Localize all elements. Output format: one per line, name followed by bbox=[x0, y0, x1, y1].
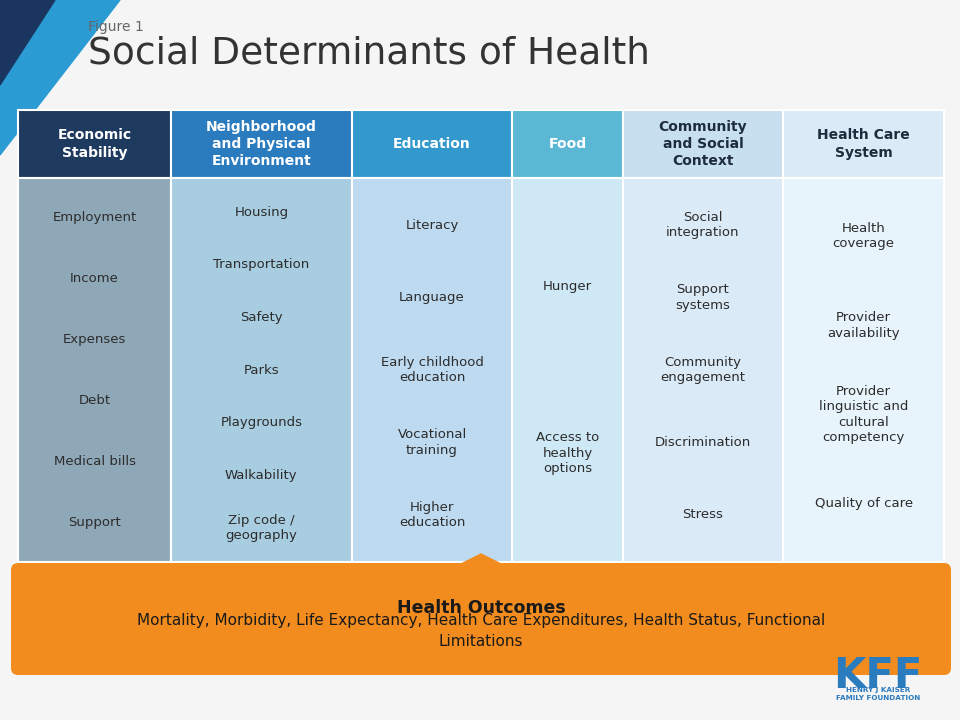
Bar bbox=[351, 178, 513, 562]
Text: Social
integration: Social integration bbox=[666, 211, 740, 239]
Text: Mortality, Morbidity, Life Expectancy, Health Care Expenditures, Health Status, : Mortality, Morbidity, Life Expectancy, H… bbox=[137, 613, 826, 649]
Bar bbox=[18, 110, 171, 178]
Polygon shape bbox=[453, 554, 509, 568]
Text: Support
systems: Support systems bbox=[676, 283, 731, 312]
Text: Support: Support bbox=[68, 516, 121, 529]
Text: Language: Language bbox=[399, 291, 465, 304]
Text: Community
and Social
Context: Community and Social Context bbox=[659, 120, 747, 168]
Text: Quality of care: Quality of care bbox=[815, 498, 913, 510]
Text: Hunger: Hunger bbox=[543, 280, 592, 293]
Text: Playgrounds: Playgrounds bbox=[221, 416, 302, 429]
Text: Neighborhood
and Physical
Environment: Neighborhood and Physical Environment bbox=[206, 120, 317, 168]
Text: Vocational
training: Vocational training bbox=[397, 428, 467, 456]
Text: Education: Education bbox=[394, 137, 471, 151]
Text: Provider
availability: Provider availability bbox=[828, 311, 900, 340]
Polygon shape bbox=[0, 0, 120, 155]
Text: HENRY J KAISER
FAMILY FOUNDATION: HENRY J KAISER FAMILY FOUNDATION bbox=[836, 687, 920, 701]
Text: KFF: KFF bbox=[833, 655, 923, 697]
Text: Higher
education: Higher education bbox=[398, 500, 466, 529]
Text: Parks: Parks bbox=[244, 364, 279, 377]
FancyBboxPatch shape bbox=[11, 563, 951, 675]
Bar bbox=[171, 178, 351, 562]
Text: Safety: Safety bbox=[240, 311, 282, 324]
Text: Food: Food bbox=[548, 137, 587, 151]
Bar bbox=[171, 110, 351, 178]
Text: Health
coverage: Health coverage bbox=[832, 222, 895, 251]
Text: Debt: Debt bbox=[79, 394, 110, 407]
Text: Health Care
System: Health Care System bbox=[817, 128, 910, 160]
Text: Community
engagement: Community engagement bbox=[660, 356, 745, 384]
Text: Housing: Housing bbox=[234, 206, 288, 219]
Text: Early childhood
education: Early childhood education bbox=[380, 356, 484, 384]
Text: Income: Income bbox=[70, 272, 119, 285]
Bar bbox=[513, 110, 623, 178]
Text: Employment: Employment bbox=[53, 211, 136, 224]
Text: Health Outcomes: Health Outcomes bbox=[396, 599, 565, 617]
Text: Literacy: Literacy bbox=[405, 219, 459, 232]
Polygon shape bbox=[0, 0, 55, 85]
Bar bbox=[783, 178, 944, 562]
Text: Social Determinants of Health: Social Determinants of Health bbox=[88, 35, 650, 71]
Text: Figure 1: Figure 1 bbox=[88, 20, 144, 34]
Text: Medical bills: Medical bills bbox=[54, 455, 135, 468]
Bar bbox=[783, 110, 944, 178]
Text: Stress: Stress bbox=[683, 508, 724, 521]
Text: Discrimination: Discrimination bbox=[655, 436, 751, 449]
Text: Transportation: Transportation bbox=[213, 258, 309, 271]
Bar bbox=[513, 178, 623, 562]
Text: Provider
linguistic and
cultural
competency: Provider linguistic and cultural compete… bbox=[819, 385, 908, 444]
Text: Zip code /
geography: Zip code / geography bbox=[226, 513, 298, 542]
Bar bbox=[623, 110, 783, 178]
Bar bbox=[623, 178, 783, 562]
Text: Economic
Stability: Economic Stability bbox=[58, 128, 132, 160]
Bar bbox=[351, 110, 513, 178]
Text: Walkability: Walkability bbox=[225, 469, 298, 482]
Text: Access to
healthy
options: Access to healthy options bbox=[536, 431, 599, 475]
Text: Expenses: Expenses bbox=[62, 333, 126, 346]
Bar bbox=[18, 178, 171, 562]
